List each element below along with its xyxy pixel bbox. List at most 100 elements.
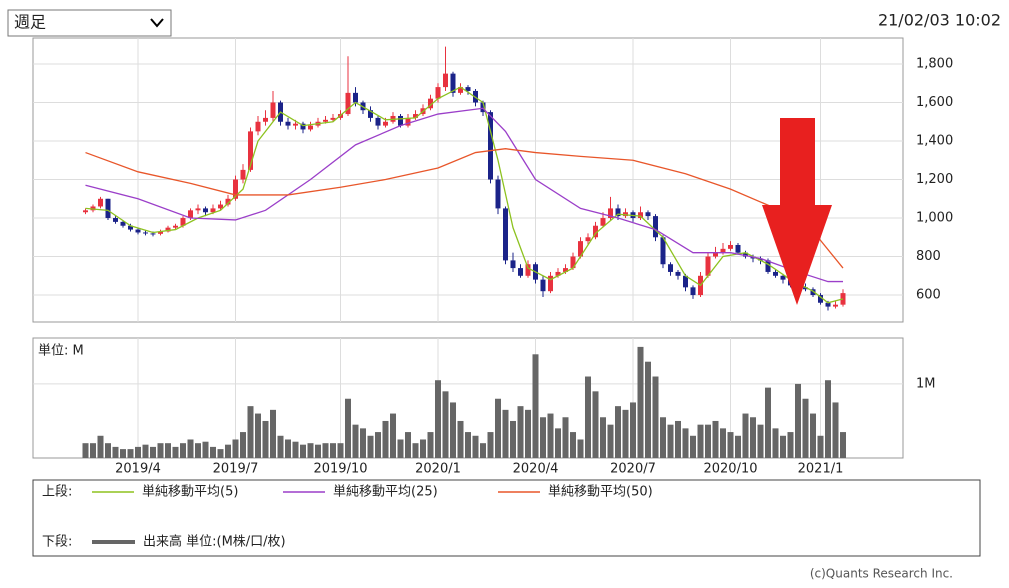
ma-line [85, 107, 843, 283]
volume-bar [532, 354, 539, 458]
volume-bar [720, 428, 726, 458]
y-tick-label: 800 [916, 249, 941, 264]
candle-body [458, 87, 463, 93]
volume-bar [382, 420, 389, 458]
y-tick-label: 600 [916, 288, 941, 303]
volume-bar [217, 449, 224, 458]
volume-bar [375, 432, 381, 458]
volume-bar [577, 439, 584, 458]
volume-bar [570, 432, 576, 458]
volume-bar [442, 391, 449, 458]
candle-body [383, 121, 388, 126]
y-tick-label: 1,400 [916, 134, 953, 149]
candle-body [510, 260, 516, 269]
candle-body [173, 225, 178, 228]
x-tick-label: 2021/1 [798, 462, 844, 477]
volume-bar [712, 420, 719, 458]
candle-body [743, 252, 748, 257]
copyright: (c)Quants Research Inc. [810, 567, 953, 581]
volume-bar [352, 424, 359, 458]
period-select[interactable] [7, 9, 172, 37]
candle-body [165, 227, 171, 232]
candle-body [120, 221, 126, 226]
candle-body [803, 287, 808, 290]
y-tick-label: 1,600 [916, 95, 953, 110]
volume-bar [435, 380, 441, 458]
candle-body [495, 179, 501, 209]
volume-bar [667, 424, 674, 458]
volume-bar [742, 413, 749, 458]
volume-bar [817, 435, 824, 458]
x-tick-label: 2020/4 [513, 462, 559, 477]
volume-bar [795, 383, 801, 458]
candle-body [675, 271, 681, 276]
volume-bar [630, 402, 636, 458]
volume-bar [360, 428, 366, 458]
volume-bar [802, 398, 809, 458]
candle-body [833, 304, 838, 307]
volume-bar [277, 435, 284, 458]
volume-bar [180, 443, 186, 458]
volume-bar [690, 435, 696, 458]
candle-body [713, 252, 718, 257]
candle-body [225, 198, 231, 205]
candle-body [375, 117, 381, 126]
candle-body [555, 271, 561, 276]
volume-bar [810, 413, 816, 458]
candle-body [570, 256, 576, 269]
volume-bar [345, 398, 351, 458]
candle-body [825, 302, 831, 307]
candle-body [660, 237, 666, 265]
candle-body [488, 112, 493, 180]
candle-body [465, 87, 471, 91]
volume-bar [735, 435, 741, 458]
candle-body [195, 208, 201, 211]
x-tick-label: 2019/7 [213, 462, 259, 477]
ma-line [85, 148, 844, 269]
volume-bar [600, 417, 606, 458]
candle-body [158, 231, 163, 234]
volume-bar [247, 406, 254, 458]
candle-body [150, 233, 156, 235]
candle-body [270, 102, 276, 118]
volume-bar [517, 406, 524, 458]
volume-bar [765, 387, 771, 458]
candle-body [653, 216, 658, 238]
volume-bar [480, 443, 486, 458]
candle-body [180, 218, 186, 226]
volume-bar [840, 432, 846, 458]
y-tick-label: 1,800 [916, 56, 953, 71]
volume-bar [540, 417, 546, 458]
timestamp: 21/02/03 10:02 [878, 11, 1001, 30]
ma-line [85, 86, 844, 304]
legend-label: 単純移動平均(50) [548, 484, 653, 500]
candle-body [540, 279, 546, 292]
volume-bar [322, 443, 329, 458]
volume-bar [82, 443, 89, 458]
candle-body [450, 73, 456, 93]
volume-bar [202, 441, 209, 458]
volume-bar [105, 443, 111, 458]
select-chevron[interactable] [150, 18, 164, 28]
volume-bar [825, 380, 831, 458]
volume-bar [412, 443, 419, 458]
volume-bar [135, 446, 141, 458]
volume-bar [165, 443, 171, 458]
period-select-text[interactable]: 週足 [14, 13, 46, 32]
candle-body [188, 210, 193, 219]
candle-body [398, 115, 403, 126]
volume-bar [307, 443, 314, 458]
candle-body [638, 212, 643, 219]
candle-body [593, 225, 598, 238]
candle-body [300, 123, 306, 130]
candle-body [728, 244, 733, 249]
candle-body [255, 121, 261, 132]
volume-bar [615, 406, 621, 458]
candle-body [368, 110, 373, 118]
volume-bar [270, 409, 276, 458]
volume-bar [757, 424, 764, 458]
candle-body [248, 131, 253, 170]
candle-body [758, 258, 763, 261]
y-tick-label: 1,000 [916, 211, 953, 226]
